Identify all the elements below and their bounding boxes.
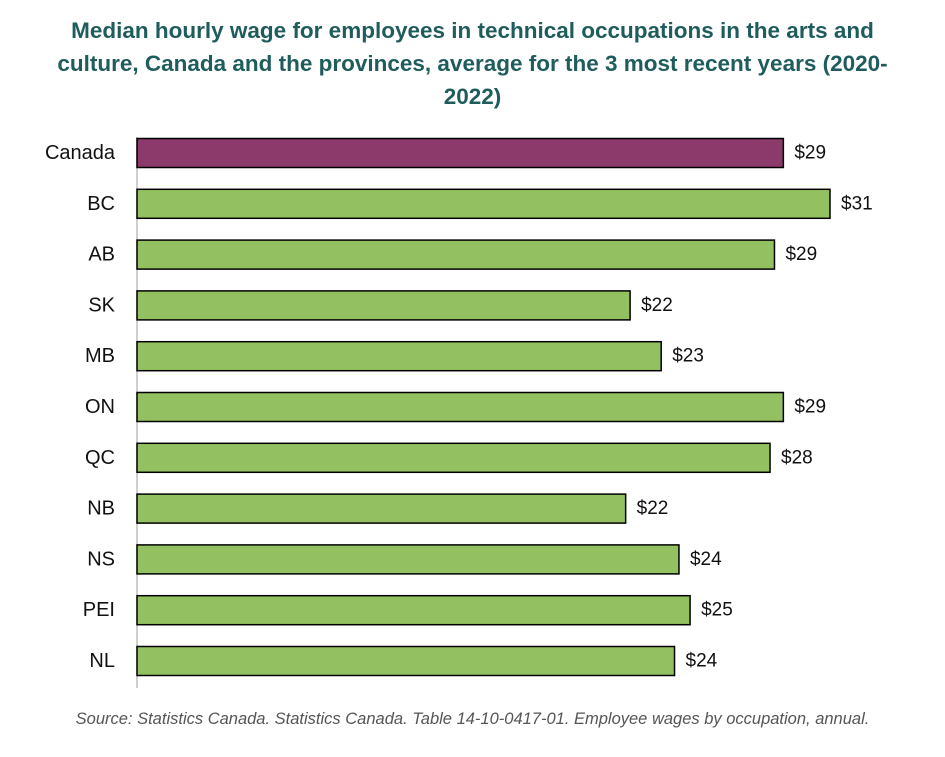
category-label-sk: SK: [88, 294, 115, 316]
category-label-canada: Canada: [45, 142, 116, 164]
category-label-ns: NS: [87, 548, 115, 570]
bars-group: Canada $29 BC $31 AB $29 SK $22 MB $23 ON $29 QC $28 N…: [45, 137, 873, 677]
bar-nb: [136, 493, 627, 524]
value-label-on: $29: [794, 397, 826, 418]
category-label-nl: NL: [89, 650, 115, 672]
category-label-bc: BC: [87, 193, 115, 215]
value-label-pei: $25: [701, 600, 733, 621]
category-label-ab: AB: [88, 244, 115, 266]
bar-ns: [136, 544, 680, 575]
bar-bc: [136, 188, 831, 220]
bar-ab: [136, 239, 776, 270]
value-label-mb: $23: [672, 346, 704, 367]
value-label-ab: $29: [785, 244, 817, 265]
bar-mb: [136, 340, 662, 372]
bar-on: [136, 391, 785, 423]
bar-sk: [136, 290, 631, 321]
value-label-sk: $22: [641, 295, 673, 316]
value-label-nb: $22: [637, 498, 669, 519]
category-label-on: ON: [85, 396, 115, 418]
value-label-canada: $29: [794, 143, 826, 164]
chart-title: Median hourly wage for employees in tech…: [57, 18, 888, 109]
value-label-nl: $24: [686, 651, 718, 672]
category-label-pei: PEI: [83, 599, 115, 621]
category-label-nb: NB: [87, 498, 115, 520]
bar-nl: [136, 645, 676, 677]
bar-qc: [136, 442, 771, 474]
category-label-mb: MB: [85, 345, 115, 367]
bar-pei: [136, 594, 691, 626]
bar-canada: [136, 137, 785, 169]
source-note: Source: Statistics Canada. Statistics Ca…: [75, 710, 870, 728]
value-label-bc: $31: [841, 193, 873, 214]
value-label-ns: $24: [690, 549, 722, 570]
value-label-qc: $28: [781, 447, 813, 468]
category-label-qc: QC: [85, 447, 115, 469]
